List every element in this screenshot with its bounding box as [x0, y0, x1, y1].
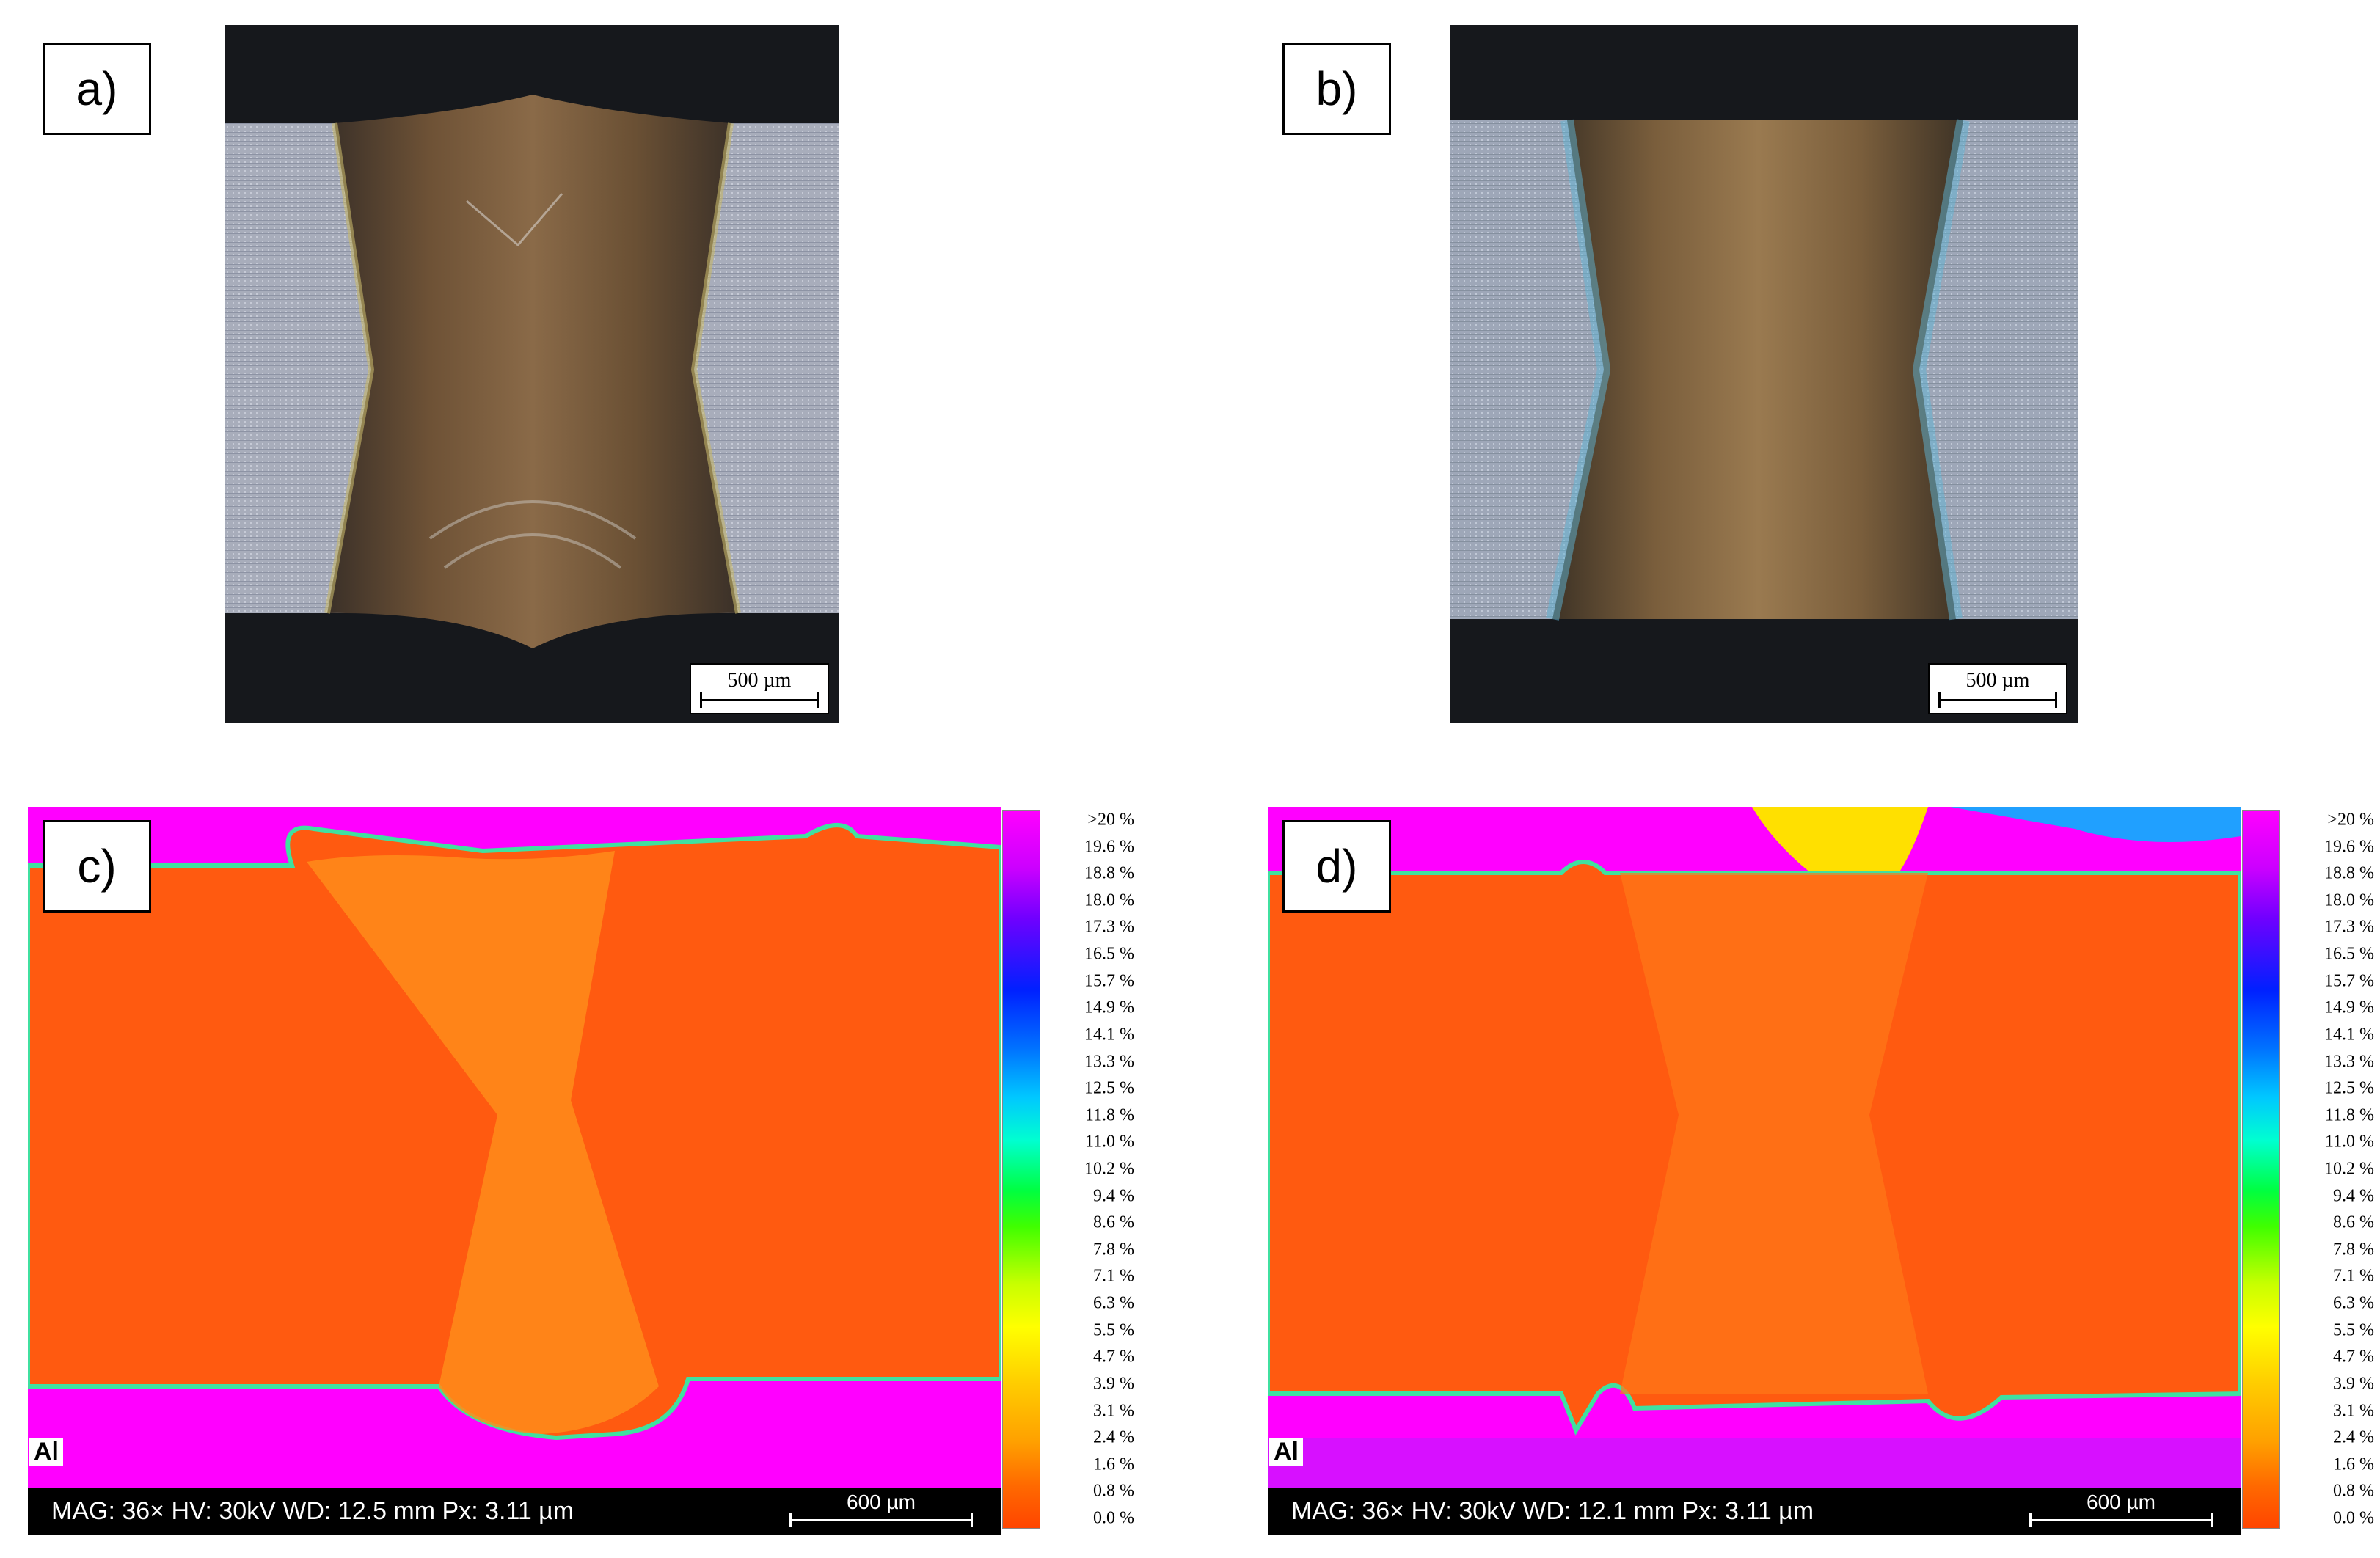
scale-bar-line — [789, 1513, 973, 1527]
color-scale-tick-label: 0.8 % — [2333, 1481, 2374, 1501]
color-scale-tick-label: 9.4 % — [1093, 1186, 1134, 1206]
color-scale-tick-label: 11.8 % — [1084, 1105, 1134, 1125]
acquisition-info: MAG: 36× HV: 30kV WD: 12.1 mm Px: 3.11 µ… — [1291, 1496, 1814, 1525]
micrograph-b: 500 µm — [1450, 25, 2078, 723]
color-scale-tick-label: 17.3 % — [1084, 917, 1134, 937]
color-scale-tick-label: 7.1 % — [1093, 1266, 1134, 1286]
color-scale-tick-label: 7.1 % — [2333, 1266, 2374, 1286]
element-label-d: Al — [1269, 1438, 1303, 1466]
scale-bar-line — [1938, 692, 2057, 708]
color-gradient-bar — [2242, 810, 2280, 1529]
color-scale-tick-label: 2.4 % — [1093, 1427, 1134, 1447]
color-scale-tick-label: 11.0 % — [2324, 1132, 2374, 1152]
color-scale-tick-label: 6.3 % — [1093, 1293, 1134, 1313]
micrograph-a: 500 µm — [225, 25, 839, 723]
color-scale-tick-label: 4.7 % — [1093, 1347, 1134, 1367]
color-scale-tick-label: 16.5 % — [1084, 944, 1134, 964]
scale-bar-b: 500 µm — [1928, 663, 2067, 714]
color-scale-tick-label: 19.6 % — [2324, 837, 2374, 857]
color-scale-tick-label: 8.6 % — [2333, 1213, 2374, 1232]
color-scale-tick-label: 14.1 % — [1084, 1025, 1134, 1045]
color-scale-d: >20 % 19.6 % 18.8 % 18.0 % 17.3 % 16.5 % 15.7 … — [2242, 810, 2374, 1529]
color-scale-tick-label: 6.3 % — [2333, 1293, 2374, 1313]
color-scale-tick-label: 14.9 % — [1084, 998, 1134, 1017]
color-scale-tick-label: 18.8 % — [1084, 863, 1134, 883]
color-scale-tick-label: 13.3 % — [2324, 1052, 2374, 1072]
scale-bar-c: 600 µm — [789, 1491, 973, 1530]
color-scale-tick-label: 10.2 % — [1084, 1159, 1134, 1179]
color-scale-tick-label: 0.0 % — [2333, 1508, 2374, 1528]
color-scale-tick-label: 4.7 % — [2333, 1347, 2374, 1367]
color-scale-tick-label: 5.5 % — [1093, 1320, 1134, 1340]
color-scale-tick-label: 15.7 % — [1084, 971, 1134, 991]
color-scale-tick-label: 3.1 % — [1093, 1401, 1134, 1421]
aluminum-distribution-map-d — [1268, 807, 2241, 1535]
weld-cross-section-b — [1450, 25, 2078, 723]
scale-bar-a: 500 µm — [690, 663, 829, 714]
scale-bar-line — [2029, 1513, 2213, 1527]
color-scale-tick-label: 7.8 % — [1093, 1240, 1134, 1259]
panel-label-d: d) — [1282, 820, 1391, 913]
color-scale-tick-label: 3.9 % — [2333, 1374, 2374, 1394]
color-scale-tick-label: 14.1 % — [2324, 1025, 2374, 1045]
color-scale-tick-label: 19.6 % — [1084, 837, 1134, 857]
edx-map-c: Al MAG: 36× HV: 30kV WD: 12.5 mm Px: 3.1… — [28, 807, 1001, 1535]
color-scale-tick-label: 17.3 % — [2324, 917, 2374, 937]
color-scale-tick-label: 11.8 % — [2324, 1105, 2374, 1125]
color-scale-tick-label: 14.9 % — [2324, 998, 2374, 1017]
element-label-c: Al — [29, 1438, 63, 1466]
color-scale-tick-label: 16.5 % — [2324, 944, 2374, 964]
scale-bar-label: 600 µm — [847, 1491, 916, 1513]
color-scale-tick-label: 5.5 % — [2333, 1320, 2374, 1340]
scale-bar-label: 500 µm — [727, 669, 792, 692]
color-scale-tick-label: 7.8 % — [2333, 1240, 2374, 1259]
aluminum-distribution-map-c — [28, 807, 1001, 1535]
scale-bar-label: 500 µm — [1965, 669, 2030, 692]
color-scale-tick-label: 1.6 % — [2333, 1455, 2374, 1474]
color-scale-tick-label: 18.0 % — [1084, 890, 1134, 910]
color-scale-tick-label: 13.3 % — [1084, 1052, 1134, 1072]
scale-bar-line — [700, 692, 819, 708]
color-scale-tick-label: 3.1 % — [2333, 1401, 2374, 1421]
color-scale-tick-label: 0.8 % — [1093, 1481, 1134, 1501]
color-scale-c: >20 % 19.6 % 18.8 % 18.0 % 17.3 % 16.5 % 15.7 … — [1002, 810, 1134, 1529]
panel-label-a: a) — [43, 43, 151, 135]
color-scale-tick-label: 3.9 % — [1093, 1374, 1134, 1394]
color-scale-tick-label: >20 % — [1087, 810, 1134, 830]
color-scale-tick-label: 18.0 % — [2324, 890, 2374, 910]
color-scale-tick-label: 11.0 % — [1084, 1132, 1134, 1152]
color-scale-tick-label: 10.2 % — [2324, 1159, 2374, 1179]
info-bar-d: MAG: 36× HV: 30kV WD: 12.1 mm Px: 3.11 µ… — [1268, 1488, 2241, 1535]
info-bar-c: MAG: 36× HV: 30kV WD: 12.5 mm Px: 3.11 µ… — [28, 1488, 1001, 1535]
color-scale-tick-label: 12.5 % — [2324, 1078, 2374, 1098]
color-scale-tick-label: 0.0 % — [1093, 1508, 1134, 1528]
color-gradient-bar — [1002, 810, 1040, 1529]
color-scale-ticks: >20 % 19.6 % 18.8 % 18.0 % 17.3 % 16.5 % 15.7 … — [1046, 810, 1134, 1529]
edx-map-d: Al MAG: 36× HV: 30kV WD: 12.1 mm Px: 3.1… — [1268, 807, 2241, 1535]
color-scale-tick-label: 12.5 % — [1084, 1078, 1134, 1098]
color-scale-tick-label: 9.4 % — [2333, 1186, 2374, 1206]
panel-label-c: c) — [43, 820, 151, 913]
scale-bar-label: 600 µm — [2087, 1491, 2155, 1513]
acquisition-info: MAG: 36× HV: 30kV WD: 12.5 mm Px: 3.11 µ… — [51, 1496, 574, 1525]
color-scale-tick-label: 2.4 % — [2333, 1427, 2374, 1447]
color-scale-tick-label: >20 % — [2327, 810, 2374, 830]
weld-cross-section-a — [225, 25, 839, 723]
color-scale-tick-label: 1.6 % — [1093, 1455, 1134, 1474]
color-scale-tick-label: 15.7 % — [2324, 971, 2374, 991]
color-scale-ticks: >20 % 19.6 % 18.8 % 18.0 % 17.3 % 16.5 % 15.7 … — [2286, 810, 2374, 1529]
color-scale-tick-label: 18.8 % — [2324, 863, 2374, 883]
color-scale-tick-label: 8.6 % — [1093, 1213, 1134, 1232]
panel-label-b: b) — [1282, 43, 1391, 135]
scale-bar-d: 600 µm — [2029, 1491, 2213, 1530]
